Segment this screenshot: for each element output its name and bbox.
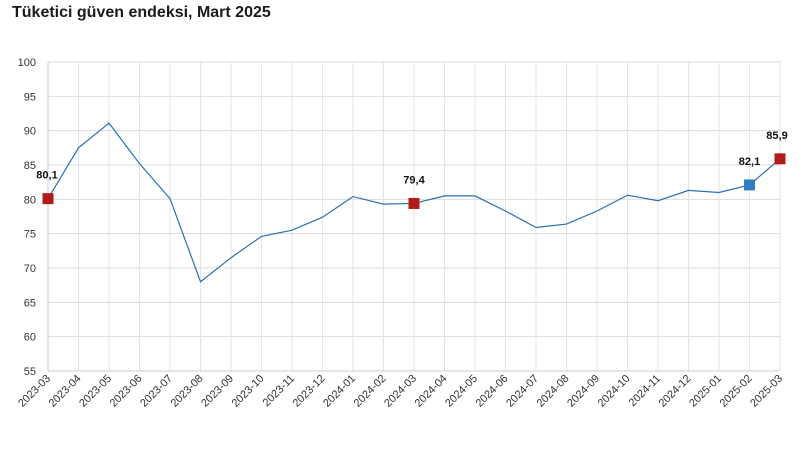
data-label: 85,9 [766, 130, 787, 142]
highlight-marker [408, 197, 420, 209]
highlight-marker [42, 193, 54, 205]
x-tick-label: 2023-10 [230, 373, 267, 410]
x-tick-label: 2024-02 [352, 373, 389, 410]
y-tick-label: 60 [24, 332, 36, 344]
x-tick-label: 2023-07 [138, 373, 175, 410]
x-tick-label: 2024-03 [382, 373, 419, 410]
chart-title: Tüketici güven endeksi, Mart 2025 [12, 4, 271, 21]
y-tick-label: 95 [24, 91, 36, 103]
y-tick-label: 65 [24, 297, 36, 309]
highlight-marker [774, 153, 786, 165]
x-tick-label: 2024-06 [474, 373, 511, 410]
x-tick-label: 2025-03 [748, 373, 785, 410]
x-tick-label: 2023-05 [77, 373, 114, 410]
x-tick-label: 2025-02 [718, 373, 755, 410]
y-tick-label: 80 [24, 194, 36, 206]
x-tick-label: 2024-07 [504, 373, 541, 410]
x-tick-label: 2024-04 [413, 373, 450, 410]
highlight-marker [744, 179, 755, 191]
y-tick-label: 85 [24, 160, 36, 172]
x-tick-label: 2023-04 [47, 373, 84, 410]
y-tick-label: 100 [18, 57, 36, 69]
x-tick-label: 2023-08 [169, 373, 206, 410]
x-tick-label: 2023-03 [16, 373, 53, 410]
x-tick-label: 2023-06 [108, 373, 145, 410]
x-tick-label: 2023-12 [291, 373, 328, 410]
data-label: 80,1 [36, 170, 57, 182]
y-tick-label: 55 [24, 366, 36, 378]
y-tick-label: 70 [24, 263, 36, 275]
x-tick-label: 2025-01 [687, 373, 724, 410]
data-label: 79,4 [403, 174, 425, 186]
x-tick-label: 2024-10 [596, 373, 633, 410]
x-tick-label: 2024-12 [657, 373, 694, 410]
x-tick-label: 2023-09 [199, 373, 236, 410]
x-tick-label: 2024-01 [321, 373, 358, 410]
data-label: 82,1 [739, 156, 760, 168]
y-tick-label: 75 [24, 229, 36, 241]
x-tick-label: 2024-09 [565, 373, 602, 410]
x-tick-label: 2024-08 [535, 373, 572, 410]
y-tick-label: 90 [24, 126, 36, 138]
x-tick-label: 2024-05 [443, 373, 480, 410]
